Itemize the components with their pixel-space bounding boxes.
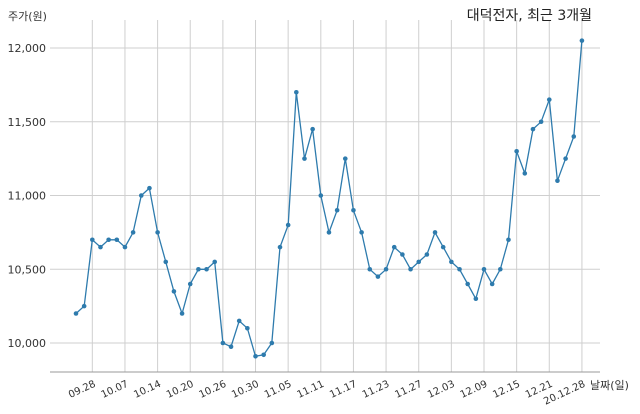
x-tick-label: 09.28	[67, 379, 98, 401]
x-tick-label: 10.30	[230, 379, 261, 401]
data-point	[253, 353, 258, 359]
data-point	[457, 266, 462, 272]
data-point	[383, 266, 389, 272]
data-point	[546, 97, 552, 102]
data-point	[261, 352, 266, 358]
data-point	[187, 281, 193, 287]
data-point	[228, 344, 234, 349]
data-point	[416, 259, 422, 265]
data-point	[375, 274, 381, 279]
data-point	[98, 244, 103, 250]
data-point	[106, 237, 111, 243]
data-point	[334, 207, 340, 213]
data-point	[432, 230, 438, 235]
data-point	[122, 244, 128, 250]
data-point	[212, 259, 218, 265]
x-tick-label: 12.15	[491, 379, 522, 401]
data-point	[310, 126, 315, 132]
data-point	[220, 340, 226, 346]
data-point	[449, 259, 454, 265]
data-point	[269, 340, 275, 346]
x-tick-label: 12.03	[426, 379, 457, 401]
data-point	[473, 296, 479, 302]
data-point	[522, 171, 528, 176]
x-tick-label: 11.11	[295, 379, 326, 401]
data-point	[408, 266, 413, 272]
x-tick-label: 10.14	[132, 379, 163, 401]
data-point	[326, 230, 332, 235]
data-point	[530, 126, 536, 132]
data-point	[424, 252, 430, 257]
data-point	[555, 178, 560, 184]
data-point	[400, 252, 405, 257]
data-point	[204, 266, 209, 272]
series-line	[75, 40, 583, 358]
data-point	[579, 38, 585, 43]
y-tick-labels: 10,000 10,500 11,000 11,500 12,000	[8, 42, 47, 350]
data-point	[351, 207, 356, 213]
y-tick-label: 11,000	[8, 190, 47, 203]
y-tick-label: 12,000	[8, 42, 47, 55]
data-point	[514, 148, 519, 154]
data-point	[571, 134, 577, 139]
data-point	[147, 185, 152, 191]
data-point	[73, 311, 79, 316]
data-point	[367, 266, 373, 272]
y-axis-label: 주가(원)	[8, 10, 47, 23]
data-point	[155, 230, 160, 235]
y-tick-label: 11,500	[8, 116, 47, 129]
data-point	[285, 222, 291, 228]
data-point	[245, 325, 250, 331]
data-point	[391, 244, 397, 250]
y-tick-label: 10,000	[8, 337, 47, 350]
x-tick-label: 10.26	[198, 379, 229, 401]
data-point	[302, 156, 307, 161]
data-point	[489, 281, 495, 287]
data-point	[130, 230, 136, 235]
x-tick-label: 11.27	[393, 379, 424, 401]
data-point	[171, 289, 177, 294]
data-point	[342, 156, 348, 161]
x-tick-label: 11.17	[328, 379, 359, 401]
data-point	[163, 259, 169, 265]
x-tick-label: 11.05	[263, 379, 294, 401]
data-point	[481, 266, 487, 272]
data-point	[498, 266, 503, 272]
data-point	[81, 303, 87, 309]
data-point	[359, 230, 364, 235]
data-point	[318, 193, 324, 198]
chart-title: 대덕전자, 최근 3개월	[466, 8, 592, 24]
data-point	[138, 193, 144, 198]
data-point	[538, 119, 544, 125]
data-point	[563, 156, 568, 161]
data-point	[236, 318, 242, 324]
x-tick-label: 10.20	[165, 379, 196, 401]
x-tick-label: 11.23	[361, 379, 392, 401]
data-point	[90, 237, 95, 243]
x-tick-label: 10.07	[100, 379, 131, 401]
data-point	[506, 237, 511, 243]
data-point	[114, 237, 120, 243]
data-point	[440, 244, 446, 250]
x-tick-labels: 09.28 10.07 10.14 10.20 10.26 10.30 11.05 11.11…	[67, 379, 587, 408]
x-axis-label: 날짜(일)	[590, 379, 629, 392]
x-tick-label: 12.09	[459, 379, 490, 401]
y-gridlines	[50, 47, 600, 344]
data-points	[73, 38, 585, 359]
data-point	[179, 311, 185, 316]
data-point	[196, 266, 201, 272]
data-point	[465, 281, 470, 287]
data-point	[294, 89, 299, 95]
data-point	[277, 244, 283, 250]
y-tick-label: 10,500	[8, 263, 47, 276]
